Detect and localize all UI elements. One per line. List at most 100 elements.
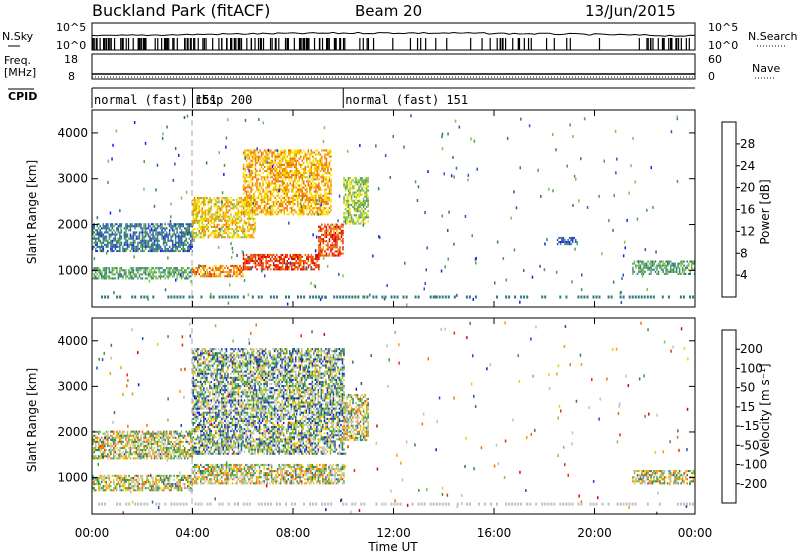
heatmap-cell bbox=[96, 250, 98, 253]
heatmap-cell bbox=[313, 182, 316, 185]
heatmap-cell bbox=[206, 197, 208, 200]
heatmap-cell bbox=[300, 295, 302, 299]
heatmap-cell bbox=[137, 267, 139, 270]
heatmap-cell bbox=[152, 271, 154, 274]
heatmap-cell bbox=[328, 180, 331, 183]
heatmap-cell bbox=[294, 174, 296, 177]
heatmap-cell bbox=[250, 165, 252, 168]
heatmap-cell bbox=[313, 157, 316, 160]
heatmap-cell bbox=[177, 487, 180, 490]
heatmap-cell bbox=[112, 143, 114, 147]
heatmap-cell bbox=[505, 278, 508, 282]
heatmap-cell bbox=[262, 184, 264, 187]
heatmap-cell bbox=[622, 254, 625, 258]
heatmap-cell bbox=[271, 153, 273, 156]
heatmap-cell bbox=[304, 198, 307, 201]
heatmap-cell bbox=[303, 170, 305, 173]
heatmap-cell bbox=[126, 434, 129, 437]
heatmap-cell bbox=[336, 225, 338, 228]
heatmap-cell bbox=[344, 193, 347, 196]
heatmap-cell bbox=[353, 191, 356, 194]
heatmap-cell bbox=[244, 118, 247, 122]
heatmap-cell bbox=[110, 451, 112, 454]
heatmap-cell bbox=[188, 489, 190, 492]
heatmap-cell bbox=[266, 207, 269, 210]
heatmap-cell bbox=[328, 227, 331, 230]
heatmap-cell bbox=[209, 215, 211, 218]
heatmap-cell bbox=[265, 196, 267, 199]
heatmap-cell bbox=[268, 157, 270, 160]
heatmap-cell bbox=[274, 211, 276, 214]
heatmap-cell bbox=[131, 267, 133, 270]
heatmap-cell bbox=[161, 237, 163, 240]
heatmap-cell bbox=[641, 270, 643, 273]
heatmap-cell bbox=[177, 489, 180, 492]
heatmap-cell bbox=[283, 190, 285, 193]
heatmap-cell bbox=[231, 207, 234, 210]
heatmap-cell bbox=[292, 188, 294, 191]
heatmap-cell bbox=[358, 181, 360, 184]
heatmap-cell bbox=[95, 442, 97, 445]
heatmap-cell bbox=[291, 149, 293, 152]
heatmap-cell bbox=[275, 163, 278, 166]
heatmap-cell bbox=[364, 201, 366, 204]
heatmap-cell bbox=[216, 236, 219, 239]
heatmap-cell bbox=[239, 266, 241, 269]
heatmap-cell bbox=[190, 483, 192, 486]
heatmap-cell bbox=[228, 209, 231, 212]
heatmap-cell bbox=[209, 199, 211, 202]
heatmap-cell bbox=[314, 285, 317, 289]
heatmap-cell bbox=[227, 271, 229, 274]
heatmap-cell bbox=[243, 221, 246, 224]
heatmap-cell bbox=[234, 273, 237, 276]
heatmap-cell bbox=[285, 174, 287, 177]
heatmap-cell bbox=[361, 212, 363, 215]
heatmap-cell bbox=[99, 476, 101, 479]
heatmap-cell bbox=[318, 151, 320, 154]
heatmap-cell bbox=[470, 137, 472, 141]
heatmap-cell bbox=[188, 483, 190, 486]
heatmap-cell bbox=[640, 295, 643, 299]
heatmap-cell bbox=[269, 253, 272, 256]
heatmap-cell bbox=[325, 188, 328, 191]
heatmap-cell bbox=[650, 264, 652, 267]
heatmap-cell bbox=[161, 271, 163, 274]
heatmap-cell bbox=[122, 457, 124, 460]
heatmap-cell bbox=[336, 227, 338, 230]
heatmap-cell bbox=[519, 300, 521, 304]
heatmap-cell bbox=[138, 483, 141, 486]
heatmap-cell bbox=[111, 243, 114, 246]
heatmap-cell bbox=[236, 213, 238, 216]
heatmap-cell bbox=[350, 220, 353, 223]
heatmap-cell bbox=[240, 197, 243, 200]
heatmap-cell bbox=[173, 271, 175, 274]
heatmap-cell bbox=[634, 180, 636, 184]
heatmap-cell bbox=[453, 295, 456, 299]
heatmap-cell bbox=[298, 213, 300, 216]
heatmap-cell bbox=[544, 242, 546, 246]
heatmap-cell bbox=[176, 229, 178, 232]
heatmap-cell bbox=[285, 188, 287, 191]
heatmap-cell bbox=[114, 243, 117, 246]
heatmap-cell bbox=[165, 487, 168, 490]
heatmap-cell bbox=[325, 231, 328, 234]
heatmap-cell bbox=[688, 272, 690, 275]
heatmap-cell bbox=[333, 233, 335, 236]
heatmap-cell bbox=[201, 273, 203, 276]
heatmap-cell bbox=[197, 207, 199, 210]
heatmap-cell bbox=[119, 489, 121, 492]
y-tick-label: 2000 bbox=[57, 218, 88, 232]
heatmap-cell bbox=[128, 451, 130, 454]
heatmap-cell bbox=[248, 207, 251, 210]
heatmap-cell bbox=[113, 449, 115, 452]
heatmap-cell bbox=[285, 266, 287, 269]
heatmap-cell bbox=[132, 451, 135, 454]
heatmap-cell bbox=[155, 275, 157, 278]
heatmap-cell bbox=[215, 203, 217, 206]
heatmap-cell bbox=[92, 237, 94, 240]
heatmap-cell bbox=[249, 234, 252, 237]
heatmap-cell bbox=[113, 451, 115, 454]
heatmap-cell bbox=[200, 295, 203, 299]
heatmap-cell bbox=[206, 275, 208, 278]
heatmap-cell bbox=[266, 160, 269, 164]
